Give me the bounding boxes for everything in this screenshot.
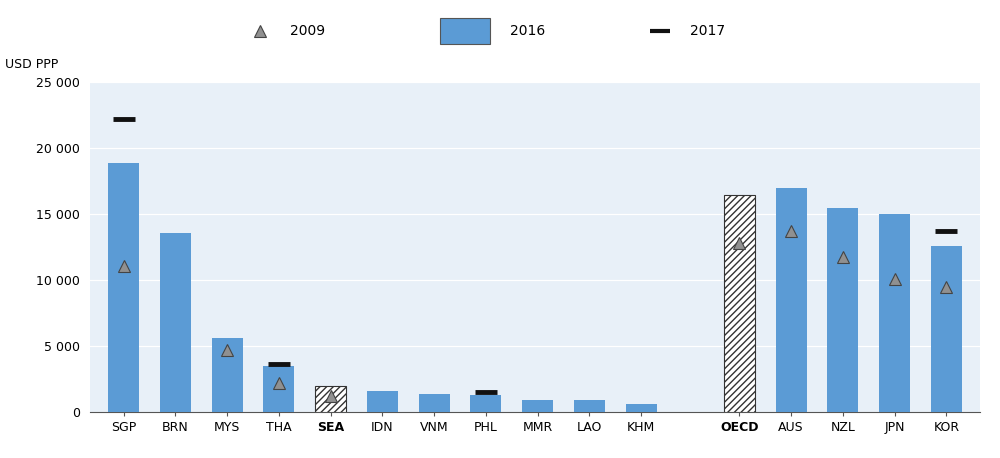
Text: 2017: 2017 — [690, 24, 725, 38]
Bar — [108, 163, 139, 412]
Bar — [776, 188, 807, 412]
Bar — [367, 391, 398, 412]
Bar — [574, 400, 605, 412]
Bar — [315, 386, 346, 412]
Bar — [522, 400, 553, 412]
Text: 2009: 2009 — [290, 24, 325, 38]
Bar — [160, 233, 191, 412]
Text: USD PPP: USD PPP — [5, 58, 58, 71]
Bar — [931, 246, 962, 412]
Bar — [827, 208, 858, 412]
Bar — [419, 394, 450, 412]
Bar — [263, 366, 294, 412]
Bar — [470, 395, 501, 412]
Bar — [212, 338, 243, 412]
FancyBboxPatch shape — [440, 18, 490, 44]
Bar — [626, 403, 657, 412]
Bar — [724, 195, 755, 412]
Bar — [879, 214, 910, 412]
Text: 2016: 2016 — [510, 24, 545, 38]
